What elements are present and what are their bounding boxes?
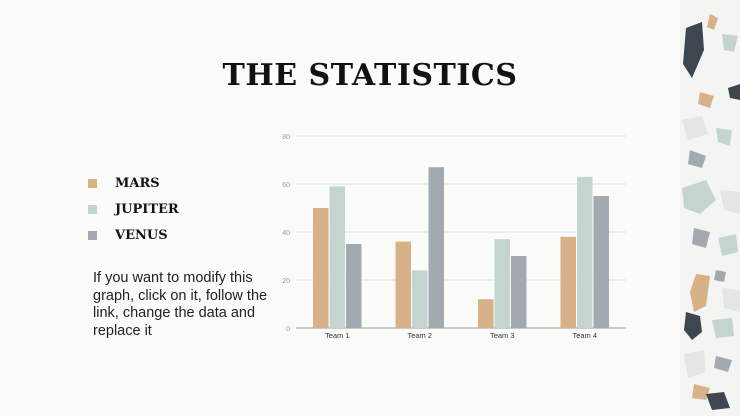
terrazzo-decoration xyxy=(680,0,740,416)
y-tick-label: 60 xyxy=(282,182,290,189)
x-tick-label: Team 1 xyxy=(325,331,350,340)
legend-swatch-jupiter xyxy=(88,204,97,214)
bar-chart[interactable]: 0 20 40 60 80 Team 1 Team 2 Team 3 Team 4 xyxy=(270,125,630,345)
legend-label-venus: VENUS xyxy=(115,227,168,243)
legend-item-jupiter: JUPITER xyxy=(88,196,179,222)
slide-title: THE STATISTICS xyxy=(222,58,518,93)
bar-mars-4 xyxy=(560,236,576,328)
y-tick-label: 40 xyxy=(282,230,290,237)
bar-jupiter-2 xyxy=(412,270,428,328)
legend: MARS JUPITER VENUS xyxy=(88,170,179,248)
bar-venus-1 xyxy=(346,244,362,328)
x-tick-label: Team 4 xyxy=(572,331,597,340)
y-tick-label: 20 xyxy=(282,278,290,285)
bar-mars-3 xyxy=(478,299,494,328)
x-tick-label: Team 3 xyxy=(490,331,515,340)
instruction-note: If you want to modify this graph, click … xyxy=(93,270,268,339)
bar-mars-2 xyxy=(395,241,411,328)
legend-item-mars: MARS xyxy=(88,170,179,196)
legend-swatch-venus xyxy=(88,230,97,240)
y-tick-label: 0 xyxy=(286,326,290,333)
bar-jupiter-1 xyxy=(329,186,345,328)
legend-item-venus: VENUS xyxy=(88,222,179,248)
bar-venus-2 xyxy=(428,167,444,328)
bar-mars-1 xyxy=(313,208,329,328)
legend-label-mars: MARS xyxy=(115,175,160,191)
bar-jupiter-4 xyxy=(577,176,593,328)
bar-venus-3 xyxy=(511,256,527,328)
legend-label-jupiter: JUPITER xyxy=(115,201,179,217)
bar-venus-4 xyxy=(593,196,609,328)
x-tick-label: Team 2 xyxy=(407,331,432,340)
y-tick-label: 80 xyxy=(282,134,290,141)
bar-jupiter-3 xyxy=(494,239,510,328)
legend-swatch-mars xyxy=(88,178,97,188)
